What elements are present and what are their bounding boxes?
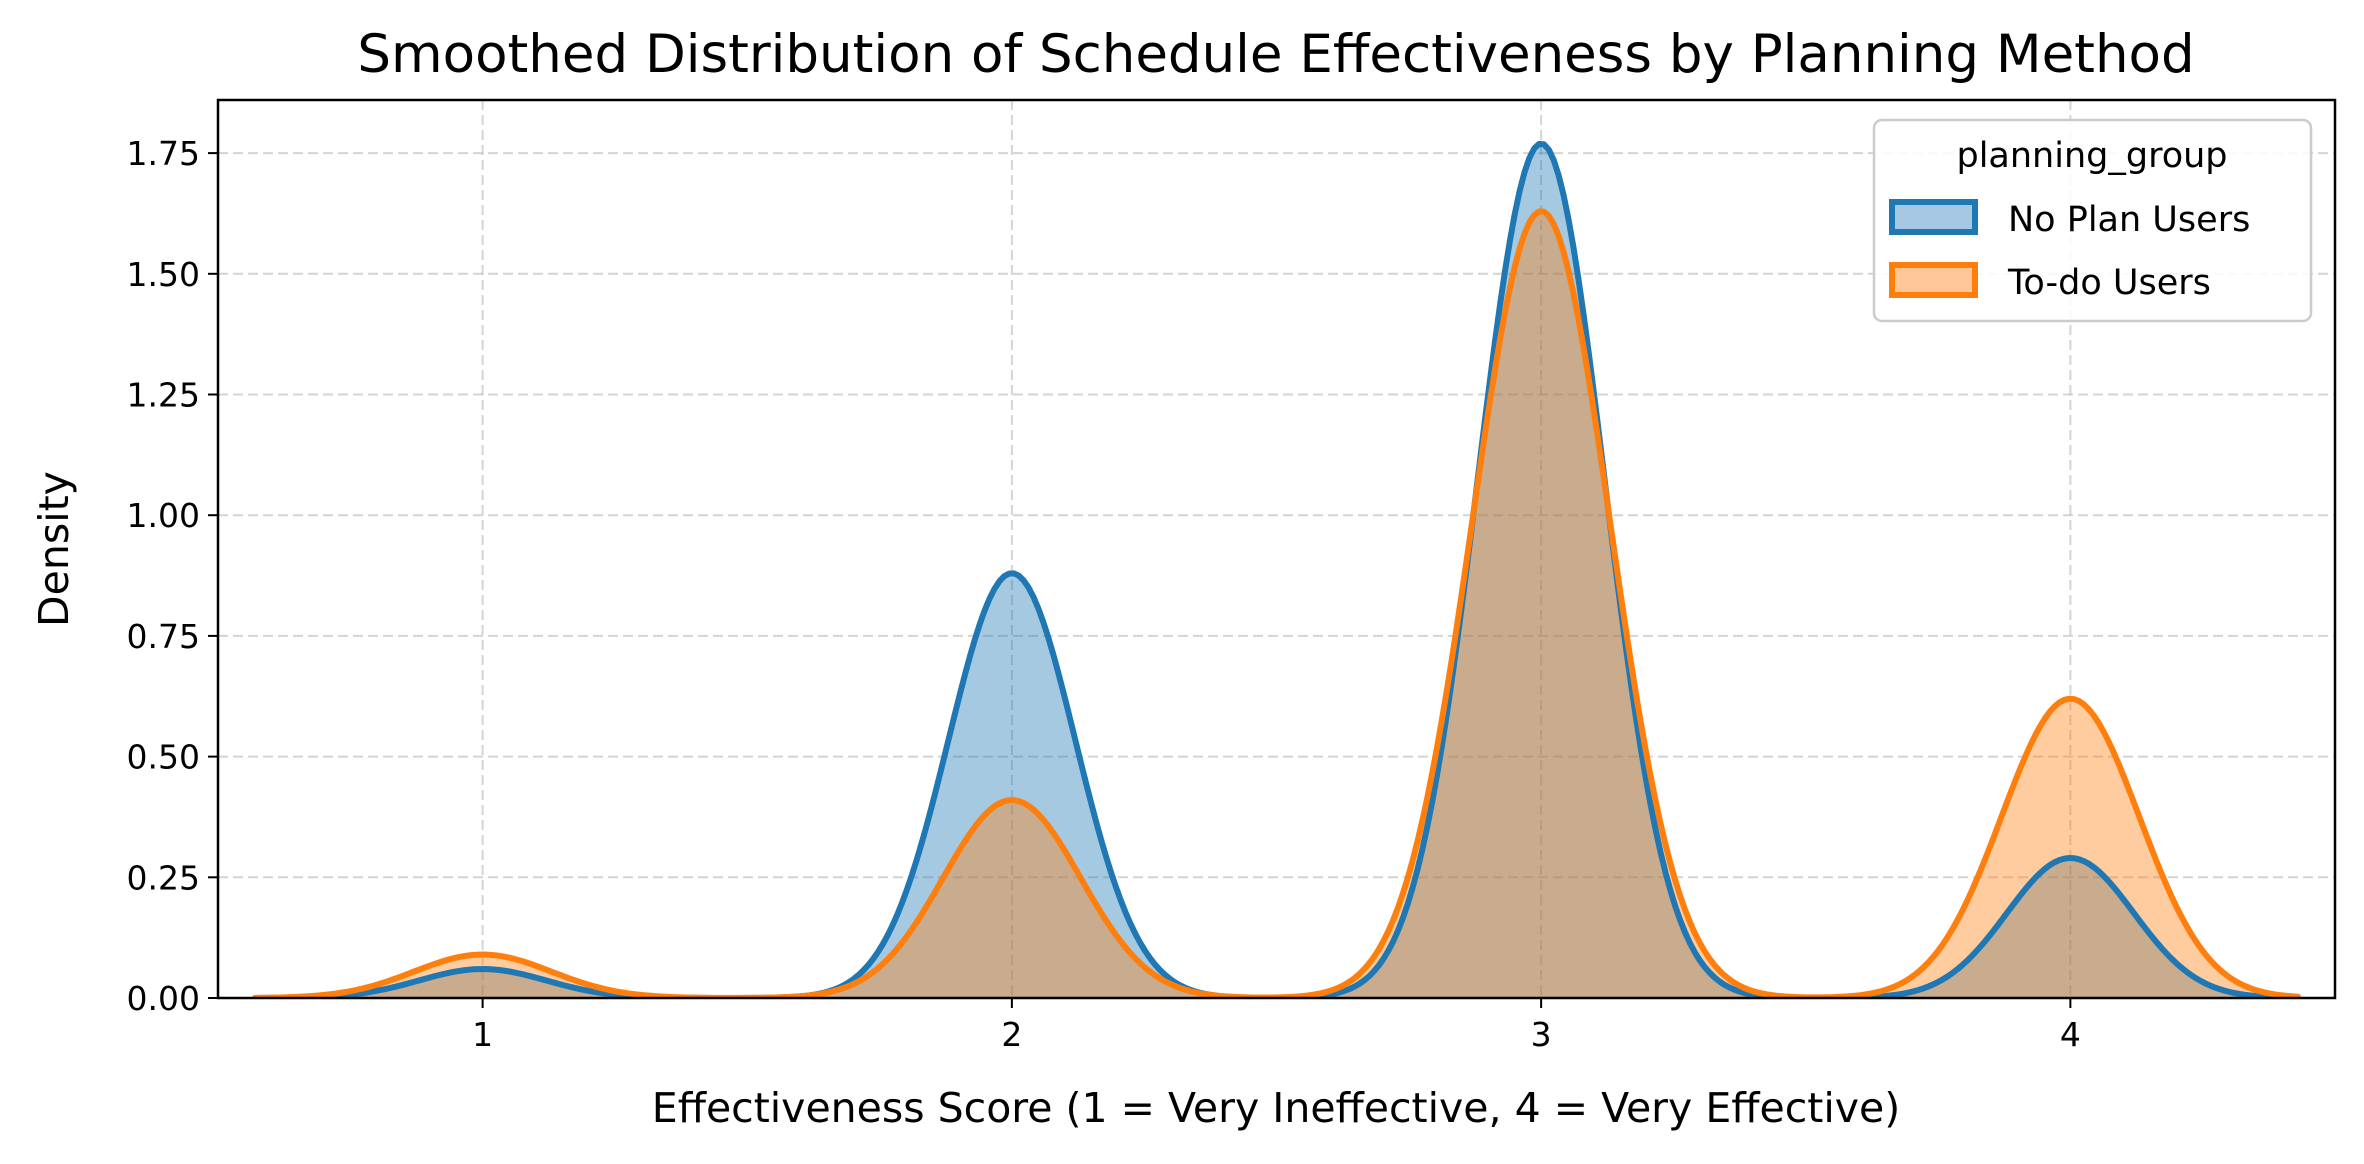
x-tick-label-4: 4	[2060, 1015, 2081, 1054]
area-to-do-users	[255, 211, 2298, 998]
legend-title: planning_group	[1956, 136, 2227, 176]
x-tick-label-3: 3	[1531, 1015, 1552, 1054]
y-tick-label-0.25: 0.25	[127, 858, 200, 897]
legend-entries: No Plan Users To-do Users	[1889, 199, 2250, 303]
chart-title: Smoothed Distribution of Schedule Effect…	[357, 24, 2194, 85]
x-axis: 1 2 3 4	[472, 998, 2081, 1054]
y-tick-label-0.00: 0.00	[127, 979, 200, 1018]
y-tick-label-1.25: 1.25	[127, 376, 200, 415]
y-tick-label-0.50: 0.50	[127, 738, 200, 777]
y-tick-label-1.50: 1.50	[127, 255, 200, 294]
legend-swatch-no-plan-users	[1889, 199, 1978, 235]
legend-frame	[1872, 118, 2313, 323]
legend-label-to-do-users: To-do Users	[2007, 263, 2211, 303]
y-axis-label: Density	[30, 471, 78, 627]
x-tick-label-1: 1	[472, 1015, 493, 1054]
plot-frame	[216, 98, 2337, 1000]
x-axis-label: Effectiveness Score (1 = Very Ineffectiv…	[652, 1084, 1900, 1132]
y-tick-label-1.00: 1.00	[127, 496, 200, 535]
x-tick-label-2: 2	[1001, 1015, 1022, 1054]
y-axis: 0.00 0.25 0.50 0.75 1.00 1.25 1.50 1.75	[127, 134, 218, 1018]
y-tick-label-1.75: 1.75	[127, 134, 200, 173]
area-no-plan-users	[255, 143, 2298, 998]
legend-label-no-plan-users: No Plan Users	[2008, 200, 2250, 240]
y-tick-label-0.75: 0.75	[127, 617, 200, 656]
legend-swatch-to-do-users	[1889, 262, 1978, 298]
legend: planning_group No Plan Users To-do Users	[1872, 118, 2313, 323]
